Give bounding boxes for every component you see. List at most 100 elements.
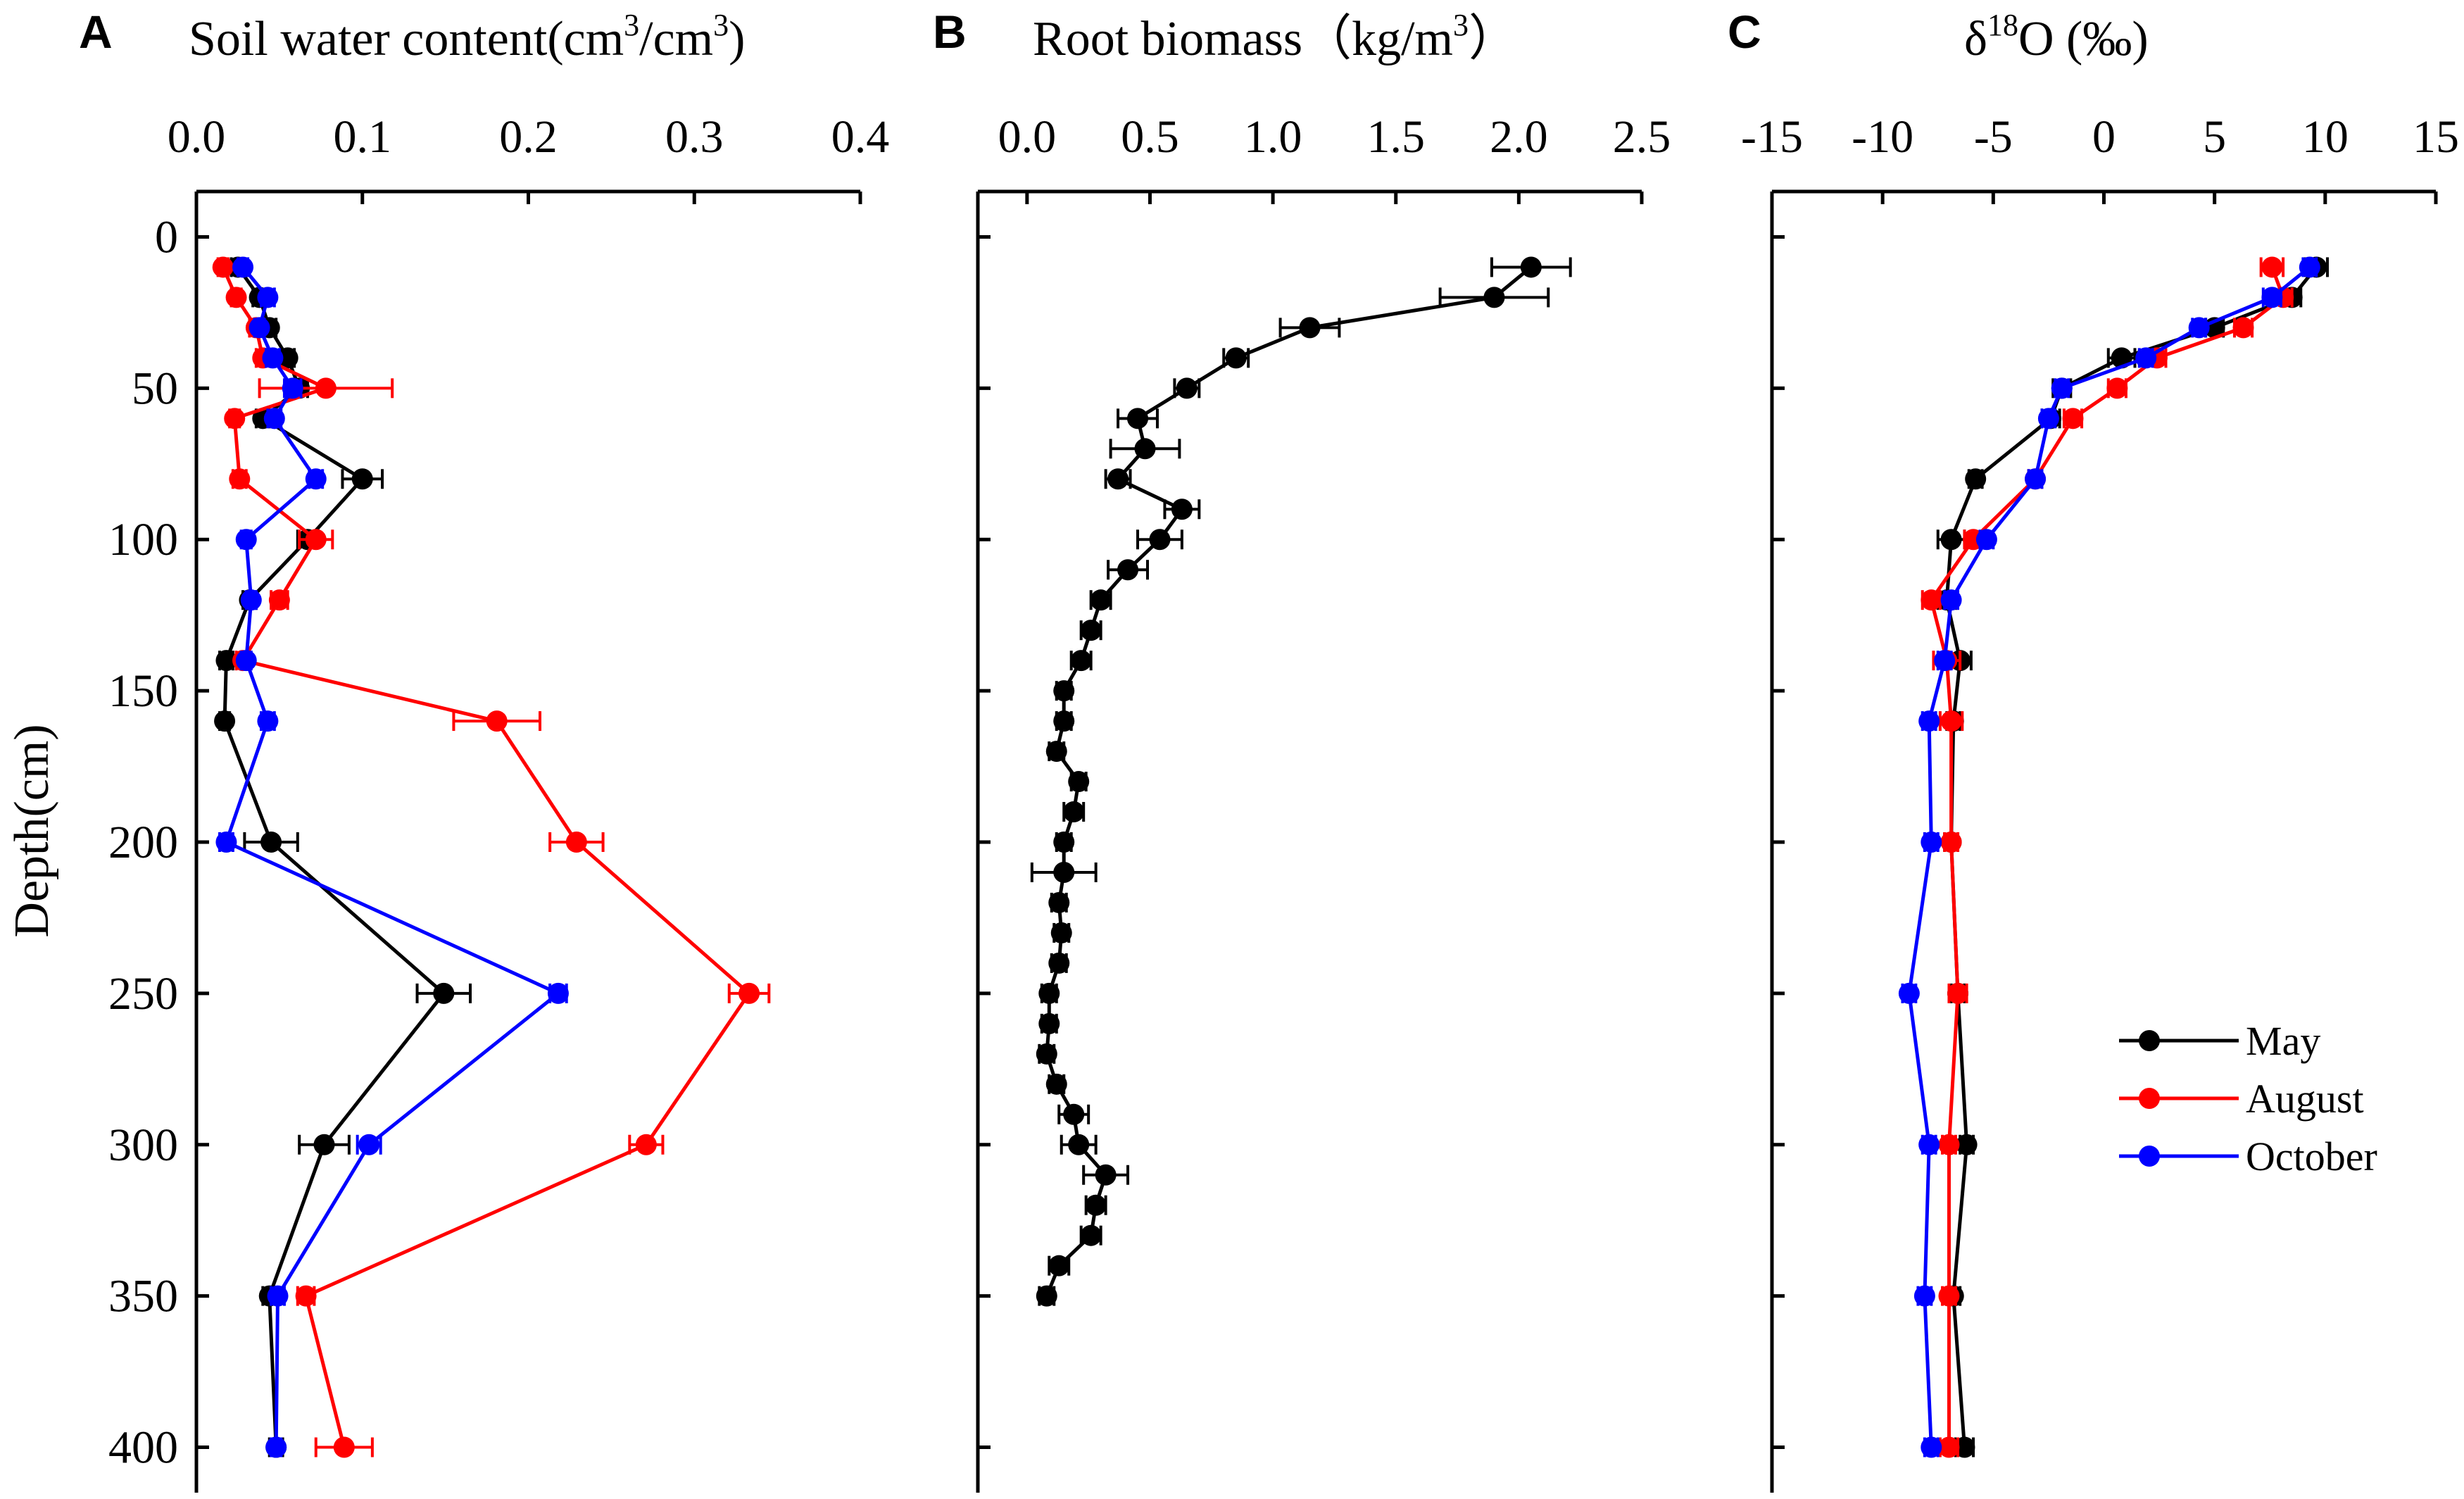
panel-b-point-root-biomass — [1063, 801, 1085, 823]
panel-c-x-tick-label: -5 — [1974, 111, 2013, 163]
panel-b-point-root-biomass — [1038, 982, 1060, 1004]
panel-b-point-root-biomass — [1045, 1073, 1067, 1095]
panel-c-point-october — [2037, 408, 2059, 429]
legend-item-october: October — [2119, 1134, 2377, 1179]
panel-a-point-october — [267, 1285, 289, 1307]
panel-a-point-october — [235, 529, 257, 551]
panel-c-series-line-october — [1907, 265, 2311, 1448]
panel-c-point-august — [1921, 589, 1942, 611]
panel-a-point-october — [263, 408, 285, 429]
panel-c-point-august — [1938, 1285, 1960, 1307]
panel-c-x-tick-label: 15 — [2413, 111, 2459, 163]
panel-a-point-october — [257, 710, 279, 732]
panel-a-point-may — [351, 468, 373, 490]
panel-b-point-root-biomass — [1053, 832, 1075, 853]
legend-label-august: August — [2246, 1076, 2364, 1122]
panel-b-x-tick-label: 0.0 — [998, 111, 1057, 163]
panel-c-point-august — [1940, 710, 1962, 732]
panel-a-point-august — [295, 1285, 317, 1307]
panel-b-point-root-biomass — [1149, 529, 1171, 551]
panel-a-x-tick-label: 0.1 — [334, 111, 392, 163]
panel-c-point-august — [1947, 982, 1969, 1004]
panel-a-series-line-august — [221, 266, 751, 1448]
panel-c-point-october — [2135, 347, 2157, 369]
panel-b-point-root-biomass — [1095, 1164, 1117, 1186]
panel-c-point-august — [2232, 317, 2254, 339]
panel-a-point-may — [260, 832, 282, 853]
panel-a-point-august — [486, 710, 508, 732]
panel-a-point-may — [215, 650, 237, 672]
legend-label-may: May — [2246, 1018, 2320, 1064]
panel-b-x-tick-label: 2.0 — [1490, 111, 1548, 163]
panel-b-point-root-biomass — [1068, 1134, 1090, 1155]
panel-a-point-october — [235, 650, 257, 672]
panel-a-point-october — [265, 1436, 287, 1458]
panel-c-x-tick-label: 5 — [2203, 111, 2226, 163]
panel-c-x-tick-label: 10 — [2302, 111, 2349, 163]
panel-a-series-line-may — [222, 265, 446, 1448]
y-tick-label: 50 — [132, 363, 178, 414]
panel-c-point-october — [1918, 710, 1940, 732]
panel-a-marks — [212, 256, 771, 1458]
panel-c-point-october — [1918, 1134, 1940, 1155]
panel-a-point-october — [257, 287, 279, 308]
panel-b-point-root-biomass — [1038, 1012, 1060, 1034]
panel-a-x-tick-label: 0.3 — [665, 111, 724, 163]
y-tick-label: 150 — [108, 665, 178, 717]
panel-b-point-root-biomass — [1134, 438, 1156, 460]
panel-b-marks — [1030, 256, 1572, 1307]
panel-b-point-root-biomass — [1225, 347, 1247, 369]
panel-a-x-tick-label: 0.0 — [168, 111, 226, 163]
panel-b-point-root-biomass — [1053, 861, 1075, 883]
panel-a-point-may — [433, 982, 455, 1004]
panel-b-x-tick-label: 1.5 — [1366, 111, 1425, 163]
panel-c-point-august — [1940, 832, 1962, 853]
y-tick-label: 400 — [108, 1422, 178, 1474]
panel-a-point-august — [333, 1436, 355, 1458]
panel-a-point-may — [277, 347, 298, 369]
panel-c-point-october — [2299, 256, 2320, 278]
panel-b-x-tick-label: 2.5 — [1613, 111, 1671, 163]
panel-b-point-root-biomass — [1048, 891, 1070, 913]
legend-marker-october — [2139, 1146, 2160, 1167]
panel-a-point-august — [268, 589, 290, 611]
panel-a-point-october — [547, 982, 569, 1004]
panel-b-x-tick-label: 0.5 — [1121, 111, 1179, 163]
panel-a-point-may — [214, 710, 236, 732]
panel-b-point-root-biomass — [1080, 1224, 1102, 1246]
panel-a-point-october — [282, 377, 303, 399]
panel-c-series-may — [1936, 256, 2329, 1458]
panel-b-point-root-biomass — [1090, 589, 1112, 611]
panel-letter-b: B — [933, 6, 967, 58]
panel-c-point-august — [1938, 1436, 1960, 1458]
axis-ticks: 0.0 0.1 0.2 0.3 0.40501001502002503003504000… — [108, 111, 2459, 1474]
legend-marker-august — [2139, 1088, 2160, 1109]
panel-b-point-root-biomass — [1048, 1255, 1070, 1277]
legend-item-august: August — [2119, 1076, 2364, 1122]
panel-letter-a: A — [79, 6, 113, 58]
panel-a-series-may — [214, 256, 472, 1458]
panel-a-point-october — [249, 317, 270, 339]
panel-c-point-may — [1940, 529, 1962, 551]
panel-a-point-august — [565, 832, 587, 853]
panel-b-point-root-biomass — [1050, 922, 1072, 943]
panel-c-point-october — [1940, 589, 1962, 611]
y-axis-label: Depth(cm) — [5, 724, 59, 937]
panel-c-point-october — [2051, 377, 2073, 399]
panel-b-series-root-biomass — [1030, 256, 1572, 1307]
panel-c-point-october — [1913, 1285, 1935, 1307]
panel-c-point-august — [2106, 377, 2128, 399]
y-tick-label: 350 — [108, 1271, 178, 1322]
panel-a-point-august — [738, 982, 760, 1004]
panel-c-point-may — [1965, 468, 1987, 490]
panel-b-point-root-biomass — [1520, 256, 1542, 278]
panel-b-point-root-biomass — [1048, 952, 1070, 974]
panel-a-point-august — [212, 256, 234, 278]
panel-b-point-root-biomass — [1063, 1103, 1085, 1125]
y-tick-label: 0 — [155, 211, 178, 263]
panel-a-point-august — [305, 529, 327, 551]
legend-marker-may — [2139, 1030, 2160, 1051]
panel-c-point-october — [1921, 832, 1942, 853]
panel-a-point-october — [262, 347, 284, 369]
